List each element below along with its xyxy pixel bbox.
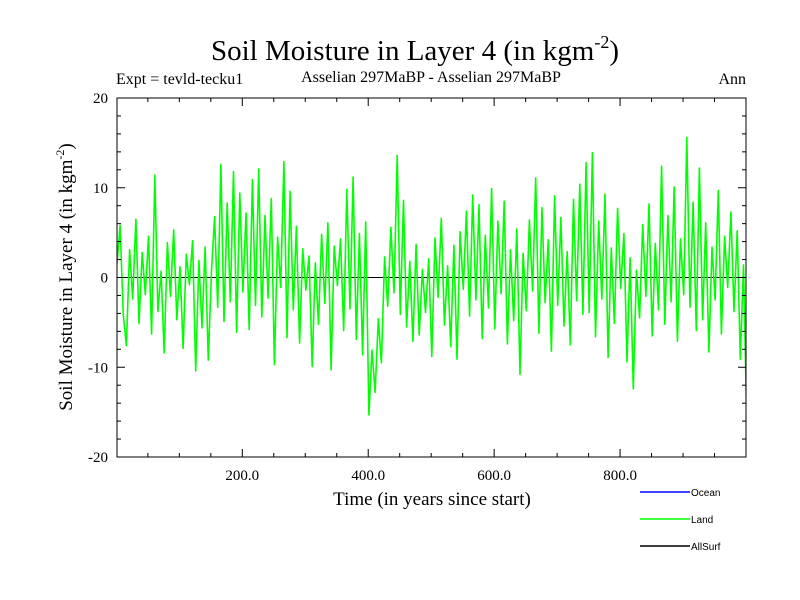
subtitle-experiment: Expt = tevld-tecku1 — [116, 71, 243, 88]
y-tick-label: 20 — [93, 91, 108, 107]
legend-label-land: Land — [691, 515, 713, 526]
plot-frame — [116, 97, 747, 458]
legend-label-ocean: Ocean — [691, 488, 720, 499]
y-tick-label: -20 — [88, 450, 108, 466]
x-tick-label: 600.0 — [477, 468, 511, 484]
plot-area — [117, 136, 746, 417]
x-tick-label: 200.0 — [225, 468, 259, 484]
y-tick-label: 10 — [93, 181, 108, 197]
subtitle-season: Ann — [718, 71, 746, 88]
y-axis-label: Soil Moisture in Layer 4 (in kgm-2) — [53, 143, 77, 411]
x-tick-label: 400.0 — [351, 468, 385, 484]
x-axis-label: Time (in years since start) — [333, 489, 531, 510]
legend-label-allsurf: AllSurf — [691, 542, 721, 553]
legend: Ocean Land AllSurf — [640, 488, 721, 553]
axis-ticks — [117, 97, 746, 458]
chart-title: Soil Moisture in Layer 4 (in kgm-2) — [211, 32, 619, 67]
y-tick-label: -10 — [88, 360, 108, 376]
y-tick-label: 0 — [101, 271, 109, 287]
axis-tick-labels: 200.0 400.0 600.0 800.0 -20 -10 0 10 20 — [88, 91, 637, 484]
series-line-land — [117, 136, 746, 417]
x-tick-label: 800.0 — [603, 468, 637, 484]
subtitle-period: Asselian 297MaBP - Asselian 297MaBP — [301, 69, 561, 86]
